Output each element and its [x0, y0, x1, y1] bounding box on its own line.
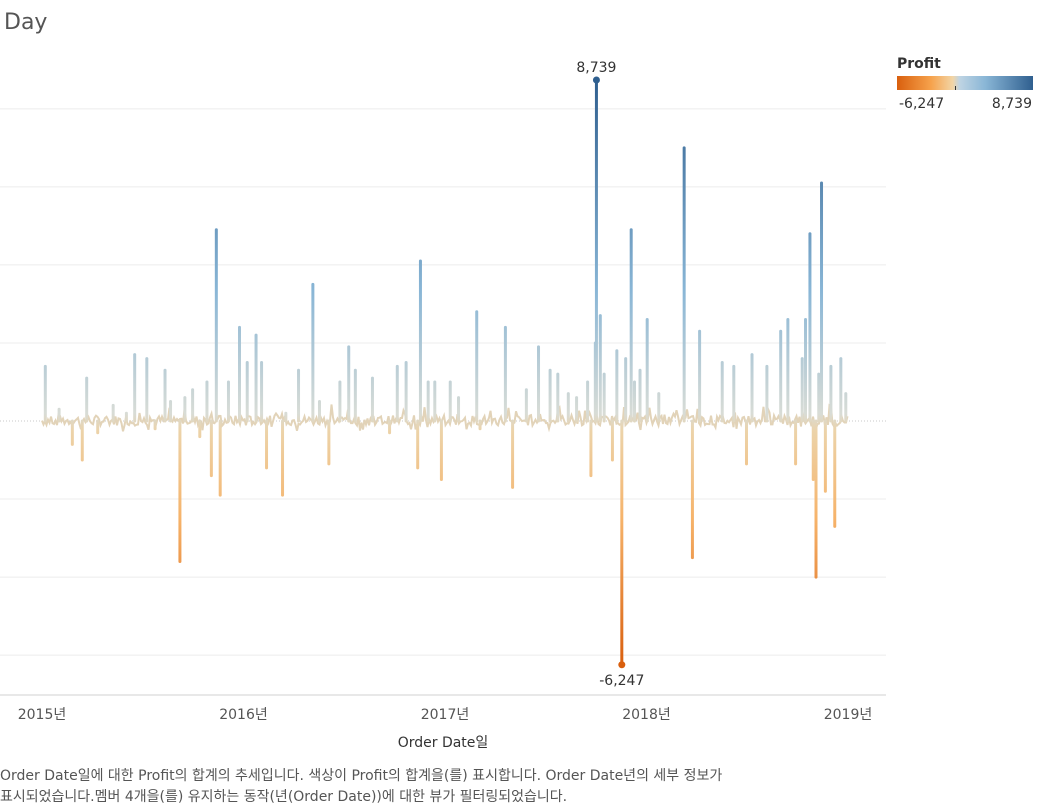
data-label: 8,739 — [576, 60, 616, 76]
profit-line-chart[interactable]: 8,739 -6,247 2015년 2016년 2017년 2018년 2019년 Or… — [0, 0, 1038, 760]
color-legend[interactable]: Profit -6,247 8,739 — [897, 56, 1035, 112]
extreme-marker[interactable] — [618, 661, 626, 669]
x-tick-label: 2018년 — [622, 707, 671, 723]
data-label: -6,247 — [599, 673, 644, 689]
legend-max-label: 8,739 — [991, 96, 1032, 112]
caption-line-1: Order Date일에 대한 Profit의 합계의 추세입니다. 색상이 P… — [0, 768, 723, 784]
x-tick-label: 2016년 — [219, 707, 268, 723]
gridlines — [0, 108, 886, 656]
chart-caption: Order Date일에 대한 Profit의 합계의 추세입니다. 색상이 P… — [0, 766, 1038, 808]
legend-min-label: -6,247 — [899, 96, 945, 112]
sheet-title: Day — [4, 10, 48, 35]
x-tick-label: 2019년 — [824, 707, 873, 723]
extreme-markers: 8,739 -6,247 — [576, 60, 644, 689]
legend-zero-tick — [955, 86, 956, 90]
extreme-marker[interactable] — [592, 76, 600, 84]
legend-color-ramp — [897, 76, 1033, 90]
caption-line-2: 표시되었습니다.멤버 4개을(를) 유지하는 동작(년(Order Date))… — [0, 789, 568, 805]
x-tick-label: 2017년 — [421, 707, 470, 723]
baseline-series — [41, 403, 849, 433]
x-tick-label: 2015년 — [18, 707, 67, 723]
daily-profit-spikes — [43, 78, 848, 667]
legend-title: Profit — [897, 56, 941, 72]
daily-profit-baseline — [41, 403, 849, 433]
x-axis-label: Order Date일 — [398, 735, 489, 751]
x-axis-ticks: 2015년 2016년 2017년 2018년 2019년 — [18, 707, 873, 723]
